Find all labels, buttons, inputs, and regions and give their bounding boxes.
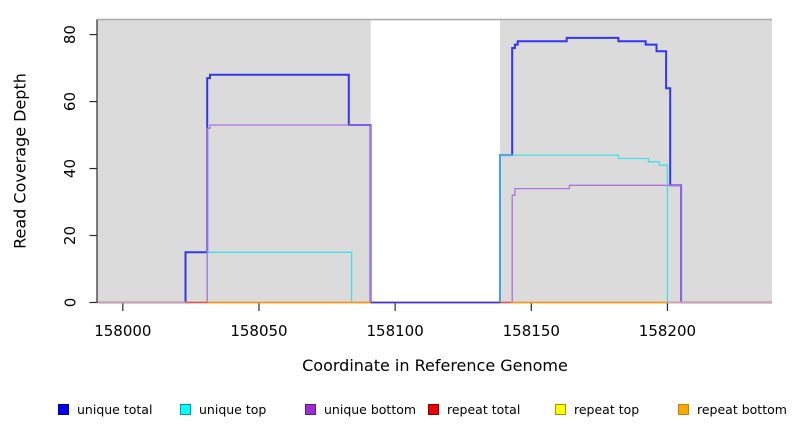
uncovered-gap-region [370,20,500,303]
x-axis-title: Coordinate in Reference Genome [302,356,568,375]
legend-item-unique-total: unique total [58,399,152,419]
y-tick-label: 0 [61,298,79,308]
legend-item-unique-top: unique top [180,399,266,419]
series-unique-total [97,36,772,304]
y-tick-label: 60 [61,92,79,111]
x-tick-label: 158000 [94,322,151,340]
y-tick-label: 80 [61,25,79,44]
x-tick-label: 158050 [230,322,287,340]
series-unique-top [97,154,772,304]
legend-item-repeat-bottom: repeat bottom [678,399,787,419]
legend-item-repeat-top: repeat top [555,399,639,419]
x-tick-label: 158150 [503,322,560,340]
repeat-top-swatch-icon [555,403,566,415]
legend-item-unique-bottom: unique bottom [305,399,416,419]
legend: unique total unique top unique bottom repea… [0,399,792,419]
repeat-bottom-swatch-icon [678,403,689,415]
series-unique-bottom [97,124,772,304]
unique-bottom-swatch-icon [305,403,316,415]
y-tick-label: 20 [61,226,79,245]
unique-total-swatch-icon [58,403,69,415]
x-tick-label: 158100 [366,322,423,340]
x-tick-label: 158200 [639,322,696,340]
y-axis-title: Read Coverage Depth [10,73,30,249]
unique-top-swatch-icon [180,403,191,415]
legend-label: unique top [199,401,267,417]
legend-item-repeat-total: repeat total [428,399,520,419]
legend-label: repeat total [447,401,521,417]
legend-label: unique total [77,401,153,417]
legend-label: unique bottom [324,401,417,417]
legend-label: repeat top [574,401,640,417]
y-tick-label: 40 [61,159,79,178]
legend-label: repeat bottom [697,401,787,417]
repeat-total-swatch-icon [428,403,439,415]
